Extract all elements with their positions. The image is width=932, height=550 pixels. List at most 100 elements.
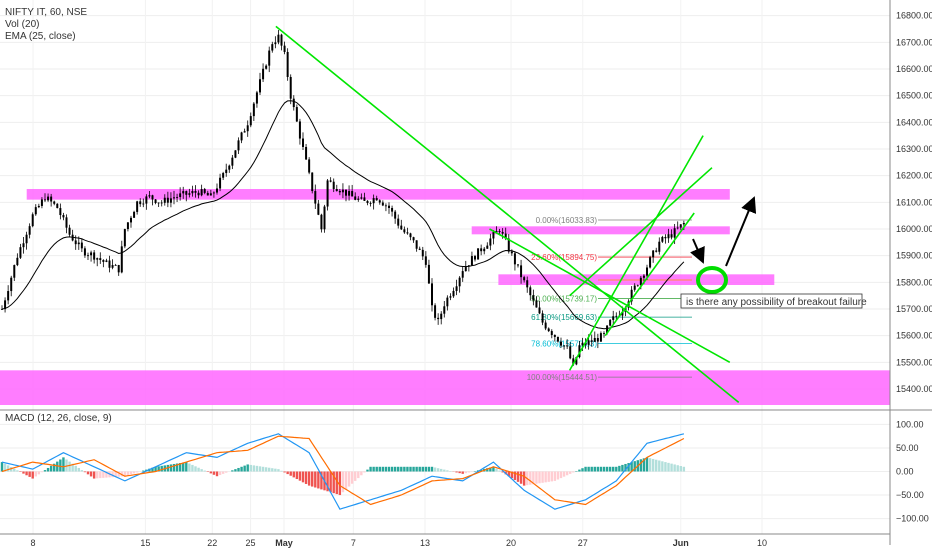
macd-histogram-bar [151, 467, 154, 472]
macd-layer [0, 433, 686, 510]
macd-histogram-bar [344, 471, 348, 490]
candle-body [375, 198, 378, 201]
macd-histogram-bar [427, 466, 431, 472]
macd-histogram-bar [532, 471, 535, 485]
candle-body [117, 265, 120, 273]
macd-histogram-bar [369, 466, 372, 472]
macd-histogram-bar [264, 467, 268, 472]
candle-body [200, 189, 203, 196]
macd-histogram-bar [433, 467, 437, 472]
candle-body [526, 280, 529, 288]
macd-histogram-bar [105, 471, 108, 478]
macd-histogram-bar [28, 471, 31, 477]
candle-body [142, 203, 145, 205]
candle-body [575, 357, 578, 365]
macd-histogram-bar [440, 468, 443, 472]
price-tick-label: 16000.00 [896, 224, 932, 234]
macd-histogram-bar [197, 467, 200, 472]
ema-line [1, 100, 685, 330]
macd-histogram-bar [390, 466, 394, 472]
macd-histogram-bar [584, 466, 587, 472]
macd-histogram-bar [553, 471, 557, 481]
macd-histogram-bar [203, 470, 206, 472]
candle-body [47, 196, 50, 201]
macd-histogram-bar [418, 466, 421, 472]
macd-histogram-bar [77, 467, 80, 472]
candle-body [126, 222, 129, 230]
macd-histogram-bar [53, 463, 56, 472]
candle-body [458, 277, 461, 287]
candle-body [212, 192, 215, 194]
candle-body [529, 287, 532, 296]
candle-body [185, 191, 188, 195]
candle-body [302, 138, 304, 147]
macd-histogram-bar [569, 471, 572, 474]
candle-body [464, 266, 467, 272]
candle-body [114, 265, 117, 266]
macd-histogram-bar [329, 471, 332, 493]
macd-histogram-bar [605, 466, 609, 472]
macd-histogram-bar [655, 459, 658, 472]
macd-histogram-bar [86, 471, 90, 475]
price-tick-label: 15600.00 [896, 331, 932, 341]
candle-body [649, 257, 652, 268]
candle-body [262, 68, 265, 80]
macd-histogram-bar [593, 466, 596, 472]
macd-histogram-bar [286, 471, 289, 475]
macd-histogram-bar [565, 471, 569, 476]
macd-histogram-bar [31, 471, 34, 479]
macd-histogram-bar [366, 469, 369, 472]
candle-body [102, 260, 105, 262]
macd-histogram-bar [618, 465, 621, 472]
macd-histogram-bar [513, 471, 517, 480]
macd-histogram-bar [409, 466, 412, 472]
price-tick-label: 15900.00 [896, 251, 932, 261]
candle-body [206, 192, 209, 196]
macd-histogram-bar [507, 471, 510, 477]
trendline [604, 212, 695, 337]
macd-histogram-bar [191, 464, 194, 472]
macd-histogram-bar [599, 466, 603, 472]
price-tick-label: 15400.00 [896, 384, 932, 394]
macd-histogram-bar [587, 466, 590, 472]
macd-histogram-bar [246, 464, 249, 472]
candle-body [271, 44, 274, 51]
candle-body [179, 193, 182, 198]
macd-histogram-bar [501, 471, 504, 473]
time-tick-label: May [275, 538, 293, 548]
time-tick-label: 15 [140, 538, 150, 548]
macd-histogram-bar [661, 461, 664, 472]
candle-body [569, 346, 572, 359]
candle-body [412, 237, 415, 241]
candle-body [477, 248, 480, 260]
candle-body [547, 328, 550, 332]
trendline [568, 135, 704, 371]
macd-histogram-bar [384, 466, 388, 472]
macd-histogram-bar [237, 467, 240, 472]
candle-body [289, 76, 292, 99]
price-tick-label: 16600.00 [896, 64, 932, 74]
macd-histogram-bar [0, 462, 4, 472]
candle-body [225, 169, 228, 174]
candle-body [292, 98, 295, 108]
macd-histogram-bar [495, 468, 498, 472]
candle-body [434, 305, 437, 318]
candle-body [216, 188, 218, 193]
candles-layer [1, 29, 685, 367]
trendline [275, 25, 740, 403]
candle-body [154, 199, 157, 204]
candle-body [311, 172, 314, 192]
candle-body [332, 181, 335, 189]
macd-histogram-bar [46, 467, 50, 472]
macd-histogram-bar [347, 471, 351, 487]
candle-body [409, 233, 412, 238]
candle-body [437, 317, 440, 320]
candle-body [19, 247, 22, 258]
macd-histogram-bar [277, 469, 280, 472]
candle-body [394, 211, 397, 219]
time-tick-label: 22 [207, 538, 217, 548]
macd-histogram-bar [682, 466, 686, 472]
macd-histogram-bar [464, 471, 467, 474]
legend-macd: MACD (12, 26, close, 9) [5, 413, 112, 424]
macd-histogram-bar [360, 471, 363, 476]
